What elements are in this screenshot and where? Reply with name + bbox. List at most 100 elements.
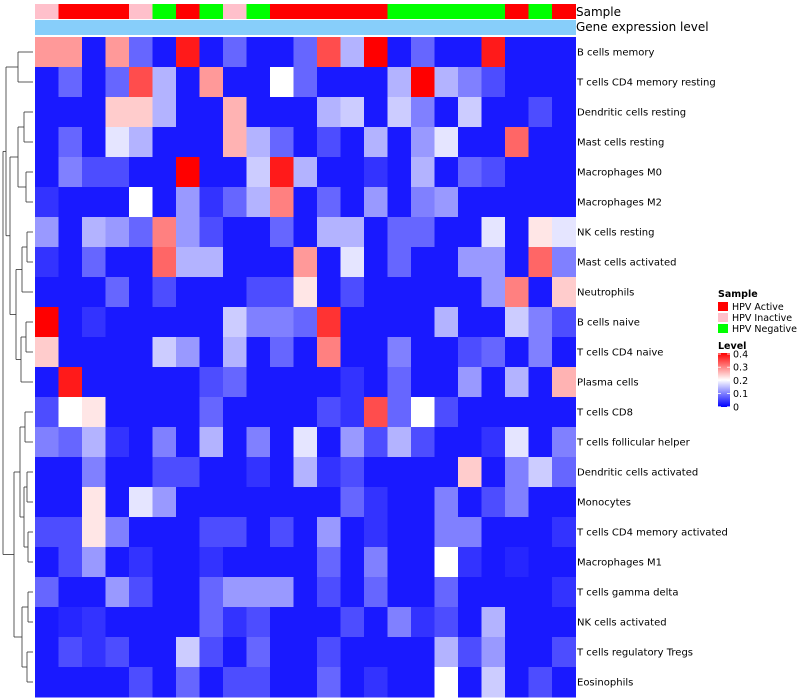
heatmap-cell bbox=[199, 307, 224, 338]
heatmap-cell bbox=[293, 217, 318, 248]
row-label: T cells regulatory Tregs bbox=[576, 648, 693, 659]
heatmap-cell bbox=[176, 517, 200, 548]
heatmap-cell bbox=[458, 217, 482, 248]
heatmap-cell bbox=[387, 577, 412, 608]
heatmap-cell bbox=[458, 187, 482, 218]
heatmap-cell bbox=[223, 277, 247, 308]
heatmap-cell bbox=[105, 367, 130, 398]
heatmap-cell bbox=[552, 517, 576, 548]
heatmap-cell bbox=[35, 667, 59, 698]
heatmap-cell bbox=[270, 577, 294, 608]
heatmap-cell bbox=[246, 187, 271, 218]
heatmap-cell bbox=[317, 517, 341, 548]
heatmap-cell bbox=[58, 127, 83, 158]
heatmap-cell bbox=[270, 637, 294, 668]
sample-annotation-cell bbox=[411, 4, 435, 19]
heatmap-cell bbox=[152, 307, 177, 338]
heatmap-cell bbox=[129, 37, 153, 68]
heatmap-cell bbox=[387, 667, 412, 698]
row-label: T cells CD8 bbox=[576, 408, 633, 419]
heatmap-cell bbox=[246, 397, 271, 428]
heatmap-cell bbox=[505, 517, 529, 548]
heatmap-cell bbox=[58, 577, 83, 608]
row-label: Monocytes bbox=[577, 498, 631, 509]
heatmap-cell bbox=[481, 37, 506, 68]
heatmap-cell bbox=[340, 187, 365, 218]
heatmap-cell bbox=[364, 457, 388, 488]
heatmap-cell bbox=[152, 187, 177, 218]
heatmap-cell bbox=[528, 577, 553, 608]
heatmap-cell bbox=[528, 37, 553, 68]
heatmap-cell bbox=[364, 547, 388, 578]
heatmap-cell bbox=[129, 517, 153, 548]
heatmap-cell bbox=[293, 397, 318, 428]
heatmap-cell bbox=[528, 457, 553, 488]
sample-annotation-cell bbox=[82, 4, 106, 19]
heatmap-cell bbox=[387, 397, 412, 428]
heatmap-cell bbox=[293, 247, 318, 278]
heatmap-cell bbox=[246, 127, 271, 158]
heatmap-cell bbox=[270, 457, 294, 488]
gene-expression-cell bbox=[82, 20, 106, 35]
heatmap-cell bbox=[246, 427, 271, 458]
heatmap-cell bbox=[434, 187, 459, 218]
heatmap-cell bbox=[82, 217, 106, 248]
heatmap-cell bbox=[82, 337, 106, 368]
heatmap-cell bbox=[199, 97, 224, 128]
heatmap-cell bbox=[317, 67, 341, 98]
heatmap-cell bbox=[528, 637, 553, 668]
heatmap-cell bbox=[387, 487, 412, 518]
gene-expression-cell bbox=[270, 20, 294, 35]
heatmap-cell bbox=[199, 247, 224, 278]
heatmap-cell bbox=[152, 517, 177, 548]
heatmap-cell bbox=[270, 67, 294, 98]
heatmap-cell bbox=[528, 517, 553, 548]
heatmap-cell bbox=[270, 487, 294, 518]
heatmap-cell bbox=[82, 397, 106, 428]
heatmap-cell bbox=[458, 667, 482, 698]
heatmap-cell bbox=[481, 367, 506, 398]
heatmap-cell bbox=[481, 607, 506, 638]
heatmap-cell bbox=[340, 247, 365, 278]
heatmap-cell bbox=[152, 397, 177, 428]
heatmap-cell bbox=[270, 337, 294, 368]
row-label: Neutrophils bbox=[577, 288, 634, 299]
heatmap-cell bbox=[82, 277, 106, 308]
heatmap-cell bbox=[152, 247, 177, 278]
heatmap-cell bbox=[199, 127, 224, 158]
heatmap-cell bbox=[411, 487, 435, 518]
row-label: Dendritic cells activated bbox=[577, 468, 698, 479]
heatmap-cell bbox=[152, 487, 177, 518]
heatmap-cell bbox=[152, 127, 177, 158]
heatmap-cell bbox=[505, 667, 529, 698]
heatmap-cell bbox=[58, 217, 83, 248]
heatmap-cell bbox=[387, 307, 412, 338]
heatmap-cell bbox=[105, 667, 130, 698]
heatmap-cell bbox=[35, 67, 59, 98]
heatmap-cell bbox=[411, 187, 435, 218]
heatmap-cell bbox=[528, 247, 553, 278]
sample-annotation-cell bbox=[35, 4, 59, 19]
heatmap-cell bbox=[411, 367, 435, 398]
heatmap-cell bbox=[528, 667, 553, 698]
heatmap-cell bbox=[528, 187, 553, 218]
heatmap-cell bbox=[35, 247, 59, 278]
heatmap-cell bbox=[434, 277, 459, 308]
heatmap-cell bbox=[152, 577, 177, 608]
heatmap-cell bbox=[364, 307, 388, 338]
heatmap-cell bbox=[293, 37, 318, 68]
heatmap-cell bbox=[152, 277, 177, 308]
heatmap-cell bbox=[270, 667, 294, 698]
heatmap-cell bbox=[505, 217, 529, 248]
heatmap-cell bbox=[270, 367, 294, 398]
gene-expression-cell bbox=[387, 20, 412, 35]
heatmap-cell bbox=[176, 487, 200, 518]
heatmap-cell bbox=[35, 37, 59, 68]
heatmap-cell bbox=[387, 427, 412, 458]
heatmap-cell bbox=[152, 637, 177, 668]
heatmap-cell bbox=[317, 187, 341, 218]
heatmap-cell bbox=[152, 427, 177, 458]
heatmap-cell bbox=[434, 607, 459, 638]
heatmap-cell bbox=[481, 97, 506, 128]
